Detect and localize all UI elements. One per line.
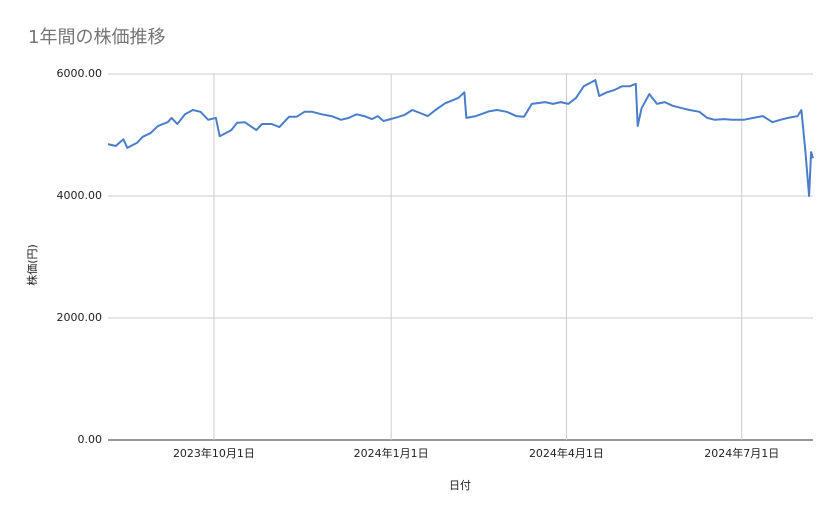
x-tick-label: 2024年1月1日 [354,446,429,460]
y-tick-label: 0.00 [78,433,103,446]
y-axis-title: 株価(円) [25,244,39,286]
line [107,79,814,197]
x-axis-title: 日付 [449,479,471,492]
x-tick-label: 2023年10月1日 [173,446,255,460]
y-tick-label: 2000.00 [57,311,103,324]
chart-title: 1年間の株価推移 [28,27,165,48]
x-tick-label: 2024年4月1日 [529,446,604,460]
x-tick-label: 2024年7月1日 [704,446,779,460]
y-tick-label: 6000.00 [57,67,103,80]
y-tick-label: 4000.00 [57,189,103,202]
